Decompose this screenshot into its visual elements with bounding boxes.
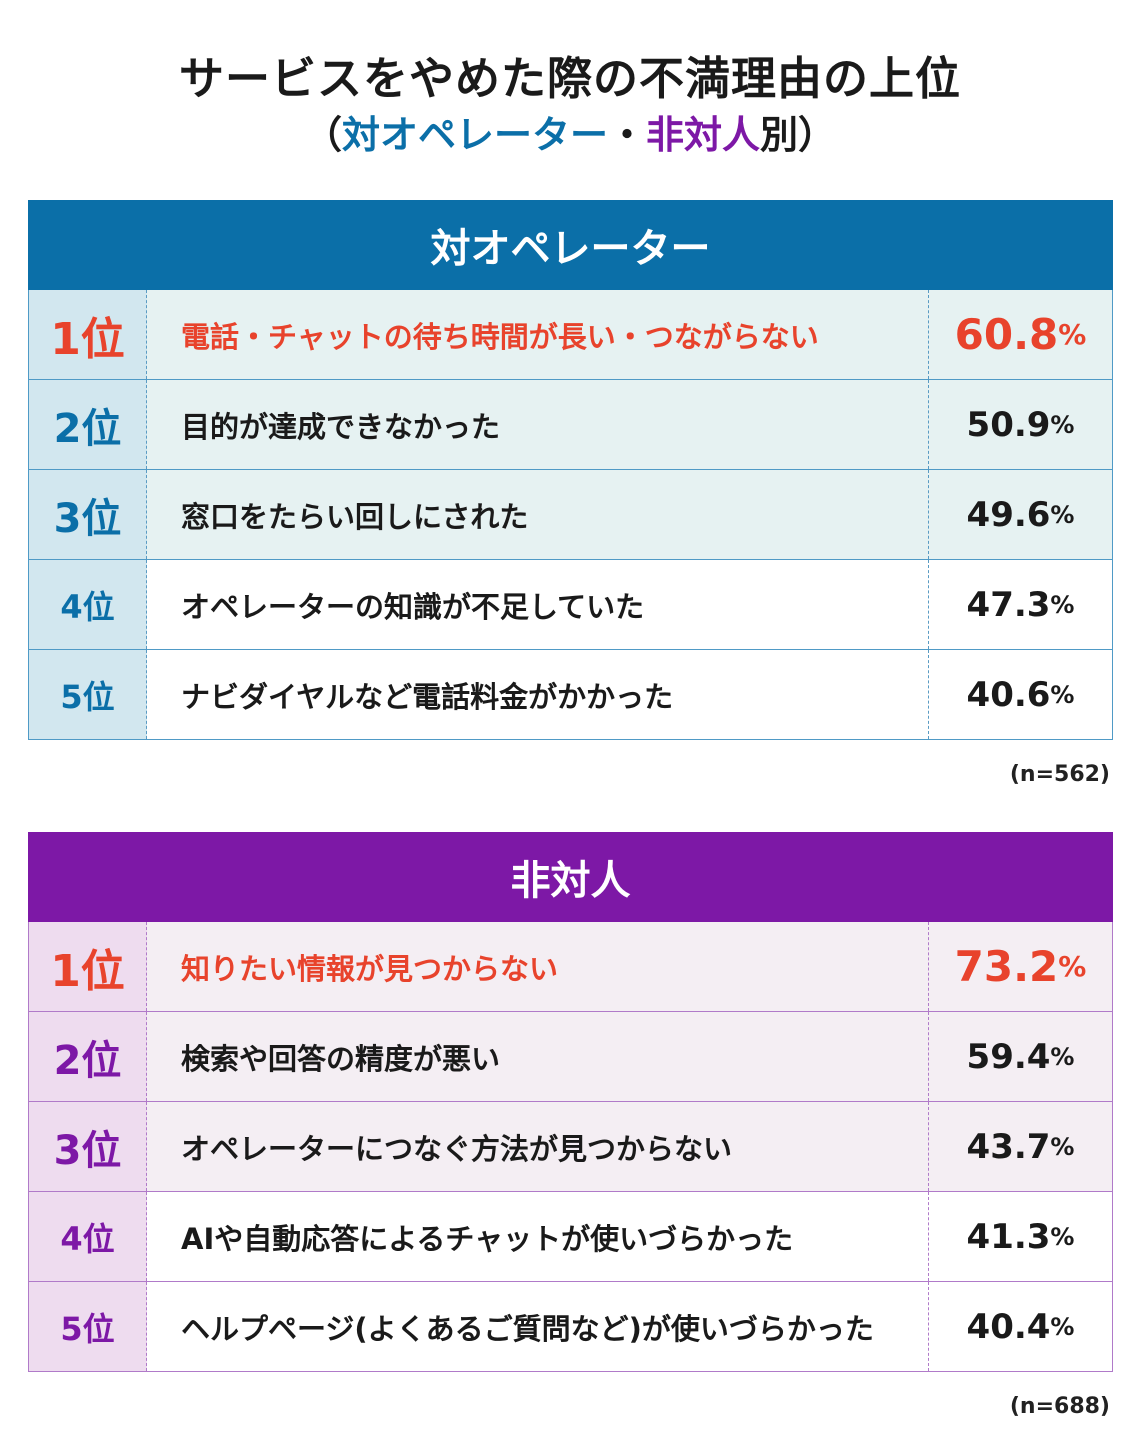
percent-value: 43.7 bbox=[966, 1126, 1051, 1167]
table-row: 5位 ヘルプページ(よくあるご質問など)が使いづらかった 40.4% bbox=[28, 1282, 1113, 1372]
percent-unit: % bbox=[1050, 500, 1075, 529]
sample-size-note: (n=688) bbox=[1009, 1394, 1110, 1419]
percent-cell: 40.6% bbox=[929, 650, 1112, 739]
reason-cell: ヘルプページ(よくあるご質問など)が使いづらかった bbox=[147, 1282, 929, 1371]
rank-cell: 2位 bbox=[29, 380, 147, 469]
rank-cell: 5位 bbox=[29, 650, 147, 739]
table-row: 3位 オペレーターにつなぐ方法が見つからない 43.7% bbox=[28, 1102, 1113, 1192]
page-title: サービスをやめた際の不満理由の上位 bbox=[178, 52, 961, 105]
percent-unit: % bbox=[1050, 1132, 1075, 1161]
percent-value: 40.6 bbox=[966, 674, 1051, 715]
percent-value: 59.4 bbox=[966, 1036, 1051, 1077]
table-row: 1位 電話・チャットの待ち時間が長い・つながらない 60.8% bbox=[28, 290, 1113, 380]
percent-cell: 40.4% bbox=[929, 1282, 1112, 1371]
table-header: 非対人 bbox=[28, 832, 1113, 922]
rank-cell: 1位 bbox=[29, 290, 147, 379]
table-row: 4位 オペレーターの知識が不足していた 47.3% bbox=[28, 560, 1113, 650]
table-row: 1位 知りたい情報が見つからない 73.2% bbox=[28, 922, 1113, 1012]
percent-unit: % bbox=[1058, 950, 1087, 983]
subtitle-suffix: 別） bbox=[760, 113, 837, 157]
rank-cell: 1位 bbox=[29, 922, 147, 1011]
percent-value: 50.9 bbox=[966, 404, 1051, 445]
table-row: 4位 AIや自動応答によるチャットが使いづらかった 41.3% bbox=[28, 1192, 1113, 1282]
percent-cell: 73.2% bbox=[929, 922, 1112, 1011]
reason-cell: 知りたい情報が見つからない bbox=[147, 922, 929, 1011]
table-row: 5位 ナビダイヤルなど電話料金がかかった 40.6% bbox=[28, 650, 1113, 740]
subtitle-non-person: 非対人 bbox=[646, 113, 761, 157]
percent-unit: % bbox=[1058, 318, 1087, 351]
percent-cell: 41.3% bbox=[929, 1192, 1112, 1281]
percent-value: 60.8 bbox=[954, 310, 1059, 359]
reason-cell: 電話・チャットの待ち時間が長い・つながらない bbox=[147, 290, 929, 379]
percent-unit: % bbox=[1050, 680, 1075, 709]
percent-value: 41.3 bbox=[966, 1216, 1051, 1257]
table-row: 3位 窓口をたらい回しにされた 49.6% bbox=[28, 470, 1113, 560]
rank-cell: 3位 bbox=[29, 470, 147, 559]
reason-cell: 検索や回答の精度が悪い bbox=[147, 1012, 929, 1101]
non-person-table: 非対人 1位 知りたい情報が見つからない 73.2% 2位 検索や回答の精度が悪い 59.… bbox=[28, 832, 1113, 1372]
percent-unit: % bbox=[1050, 590, 1075, 619]
reason-cell: 窓口をたらい回しにされた bbox=[147, 470, 929, 559]
percent-cell: 59.4% bbox=[929, 1012, 1112, 1101]
percent-unit: % bbox=[1050, 1312, 1075, 1341]
percent-cell: 43.7% bbox=[929, 1102, 1112, 1191]
subtitle-operator: 対オペレーター bbox=[341, 113, 608, 157]
subtitle-open: （ bbox=[303, 113, 342, 157]
percent-cell: 49.6% bbox=[929, 470, 1112, 559]
percent-cell: 60.8% bbox=[929, 290, 1112, 379]
reason-cell: ナビダイヤルなど電話料金がかかった bbox=[147, 650, 929, 739]
page-subtitle: （対オペレーター・非対人別） bbox=[0, 104, 1140, 159]
percent-cell: 47.3% bbox=[929, 560, 1112, 649]
reason-cell: AIや自動応答によるチャットが使いづらかった bbox=[147, 1192, 929, 1281]
operator-table: 対オペレーター 1位 電話・チャットの待ち時間が長い・つながらない 60.8% 2位目… bbox=[28, 200, 1113, 740]
percent-unit: % bbox=[1050, 410, 1075, 439]
percent-cell: 50.9% bbox=[929, 380, 1112, 469]
percent-value: 40.4 bbox=[966, 1306, 1051, 1347]
percent-value: 47.3 bbox=[966, 584, 1051, 625]
rank-cell: 3位 bbox=[29, 1102, 147, 1191]
reason-cell: オペレーターの知識が不足していた bbox=[147, 560, 929, 649]
sample-size-note: (n=562) bbox=[1009, 762, 1110, 787]
table-row: 2位 検索や回答の精度が悪い 59.4% bbox=[28, 1012, 1113, 1102]
rank-cell: 4位 bbox=[29, 1192, 147, 1281]
percent-value: 73.2 bbox=[954, 942, 1059, 991]
reason-cell: オペレーターにつなぐ方法が見つからない bbox=[147, 1102, 929, 1191]
table-body: 1位 知りたい情報が見つからない 73.2% 2位 検索や回答の精度が悪い 59.4% 3位… bbox=[28, 922, 1113, 1372]
subtitle-separator: ・ bbox=[607, 113, 646, 157]
percent-unit: % bbox=[1050, 1042, 1075, 1071]
reason-cell: 目的が達成できなかった bbox=[147, 380, 929, 469]
rank-cell: 4位 bbox=[29, 560, 147, 649]
rank-cell: 5位 bbox=[29, 1282, 147, 1371]
rank-cell: 2位 bbox=[29, 1012, 147, 1101]
table-body: 1位 電話・チャットの待ち時間が長い・つながらない 60.8% 2位 目的が達成できなか… bbox=[28, 290, 1113, 740]
percent-unit: % bbox=[1050, 1222, 1075, 1251]
table-header: 対オペレーター bbox=[28, 200, 1113, 290]
table-row: 2位 目的が達成できなかった 50.9% bbox=[28, 380, 1113, 470]
percent-value: 49.6 bbox=[966, 494, 1051, 535]
